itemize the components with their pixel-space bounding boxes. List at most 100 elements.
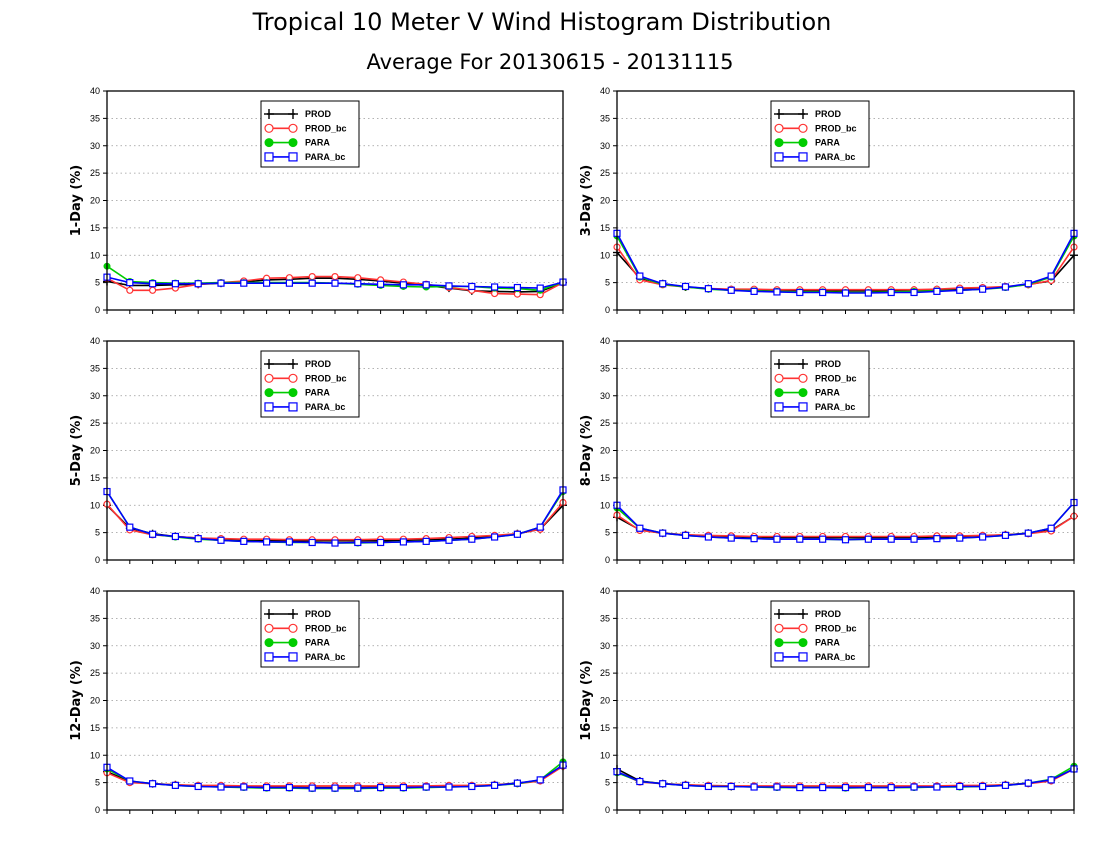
y-tick-label: 25 <box>90 418 100 428</box>
y-tick-label: 30 <box>600 391 610 401</box>
data-point-para_bc <box>308 784 316 792</box>
plot-frame <box>106 590 564 811</box>
legend-label-para: PARA <box>815 138 840 148</box>
y-tick-label: 25 <box>90 668 100 678</box>
data-point-para_bc <box>240 537 248 545</box>
y-tick-label: 20 <box>90 446 100 456</box>
y-tick-label: 30 <box>90 641 100 651</box>
data-point-para_bc <box>399 538 407 546</box>
data-point-para_bc <box>377 280 385 288</box>
data-point-para_bc <box>149 280 157 288</box>
data-point-para_bc <box>841 289 850 297</box>
data-point-para_bc <box>727 286 735 294</box>
data-point-para_bc <box>841 783 850 792</box>
data-point-para_bc <box>491 781 499 789</box>
legend-marker-left <box>264 123 274 133</box>
y-tick-label: 40 <box>90 86 100 96</box>
data-point-prod_bc <box>126 286 134 294</box>
legend-label-prod: PROD <box>305 359 332 369</box>
legend-box <box>770 350 870 418</box>
legend-label-para_bc: PARA_bc <box>815 402 855 412</box>
y-tick-label: 0 <box>95 805 100 815</box>
data-point-para_bc <box>659 780 667 788</box>
y-tick-label: 5 <box>605 778 610 788</box>
legend-marker-right <box>288 152 298 162</box>
legend-marker-left <box>264 638 274 648</box>
plot-frame <box>616 90 1075 311</box>
y-tick-label: 10 <box>90 500 100 510</box>
y-tick-label: 40 <box>600 86 610 96</box>
y-tick-label: 40 <box>90 336 100 346</box>
y-tick-label: 15 <box>90 473 100 483</box>
y-axis-label: 1-Day (%) <box>69 165 84 237</box>
y-tick-label: 40 <box>600 586 610 596</box>
legend-marker-left <box>264 623 274 633</box>
data-point-para_bc <box>750 535 758 543</box>
legend-marker-right <box>798 152 808 162</box>
data-point-para_bc <box>285 538 293 546</box>
legend-label-prod_bc: PROD_bc <box>815 373 857 383</box>
y-tick-label: 25 <box>600 668 610 678</box>
y-tick-label: 30 <box>90 141 100 151</box>
y-tick-label: 0 <box>95 305 100 315</box>
data-point-para_bc <box>887 783 895 792</box>
y-axis-label: 16-Day (%) <box>579 660 594 741</box>
y-tick-label: 20 <box>90 696 100 706</box>
data-point-para_bc <box>149 780 157 788</box>
panel-3: 0 5 10 15 20 25 30 35 40 5-Day (%) PROD PROD_bc PARA… <box>69 336 567 565</box>
y-tick-label: 35 <box>90 363 100 373</box>
legend-marker-left <box>774 138 784 148</box>
legend-marker-right <box>288 388 298 398</box>
data-point-para_bc <box>796 535 804 543</box>
y-tick-label: 0 <box>95 555 100 565</box>
y-tick-label: 35 <box>90 113 100 123</box>
legend-label-para_bc: PARA_bc <box>815 652 855 662</box>
legend-label-para: PARA <box>815 638 840 648</box>
legend-label-prod: PROD <box>815 359 842 369</box>
data-point-para_bc <box>636 524 644 532</box>
legend-marker-right <box>288 652 298 662</box>
data-point-para_bc <box>399 783 407 792</box>
data-point-para_bc <box>308 538 316 547</box>
data-point-para_bc <box>217 279 225 287</box>
data-point-para_bc <box>491 283 499 291</box>
legend-marker-right <box>798 638 808 648</box>
data-point-para_bc <box>513 530 522 538</box>
data-point-para_bc <box>1047 524 1055 532</box>
data-point-para_bc <box>1001 283 1010 291</box>
legend-marker-left <box>774 152 784 162</box>
data-point-para_bc <box>956 782 964 791</box>
panel-2: 0 5 10 15 20 25 30 35 40 3-Day (%) PROD PROD_bc PARA… <box>579 86 1078 315</box>
data-point-para_bc <box>171 532 179 541</box>
plot-frame <box>106 90 564 311</box>
data-point-para_bc <box>659 529 667 537</box>
legend-marker-left <box>264 402 274 412</box>
data-point-para_bc <box>354 784 362 792</box>
data-point-para_bc <box>933 783 941 791</box>
data-point-para_bc <box>331 279 339 287</box>
data-point-para_bc <box>126 523 134 531</box>
data-point-para_bc <box>704 782 713 791</box>
data-point-para_bc <box>910 288 918 297</box>
legend-label-prod_bc: PROD_bc <box>305 123 347 133</box>
y-tick-label: 20 <box>600 696 610 706</box>
panel-1: 0 5 10 15 20 25 30 35 40 1-Day (%) PROD PROD_bc PARA… <box>69 86 567 315</box>
data-point-para_bc <box>194 280 202 288</box>
y-tick-label: 5 <box>95 778 100 788</box>
y-tick-label: 40 <box>600 336 610 346</box>
data-point-para_bc <box>727 534 735 542</box>
y-tick-label: 25 <box>600 168 610 178</box>
data-point-para_bc <box>933 535 941 543</box>
legend-marker-right <box>288 123 298 133</box>
panel-5: 0 5 10 15 20 25 30 35 40 12-Day (%) PROD PROD_bc PAR… <box>69 586 567 815</box>
y-tick-label: 15 <box>600 723 610 733</box>
y-tick-label: 5 <box>95 278 100 288</box>
y-tick-label: 35 <box>600 113 610 123</box>
data-point-para_bc <box>331 539 339 547</box>
y-tick-label: 15 <box>600 223 610 233</box>
data-point-para_bc <box>126 777 134 785</box>
y-tick-label: 5 <box>605 278 610 288</box>
y-tick-label: 20 <box>600 196 610 206</box>
legend-marker-right <box>288 623 298 633</box>
